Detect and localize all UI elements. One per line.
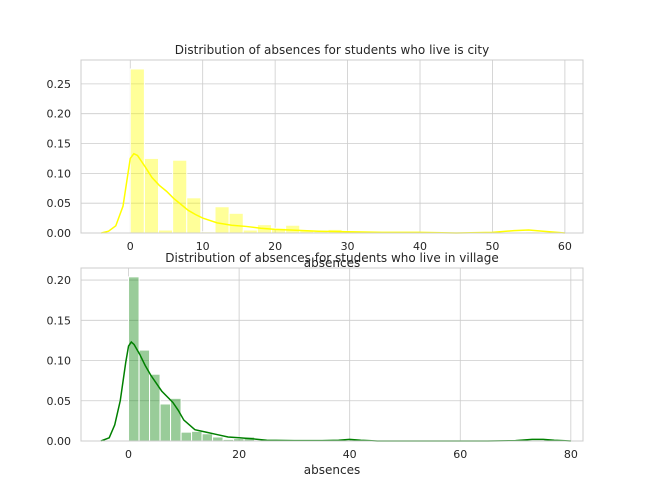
village-histogram-bars [128, 276, 555, 442]
village-plot-frame [80, 267, 584, 442]
village-x-tick-label: 60 [453, 448, 467, 461]
city-x-tick-label: 10 [196, 240, 210, 253]
city-absences-chart: Distribution of absences for students wh… [47, 43, 584, 253]
village-x-tick-label: 0 [125, 448, 132, 461]
village-histogram-bar [191, 430, 203, 442]
village-x-tick-label: 20 [232, 448, 246, 461]
village-tick-labels: 0 20 40 60 80 0.00 0.05 0.10 0.15 0.20 [47, 274, 578, 461]
city-histogram-bar [285, 224, 301, 234]
village-y-tick-label: 0.20 [47, 274, 72, 287]
city-x-tick-label: 0 [127, 240, 134, 253]
city-gridlines [81, 60, 583, 234]
city-y-tick-label: 0.00 [47, 227, 72, 240]
village-x-tick-label: 40 [343, 448, 357, 461]
city-x-tick-label: 40 [413, 240, 427, 253]
village-histogram-bar [212, 436, 224, 442]
city-x-tick-label: 30 [341, 240, 355, 253]
village-y-tick-label: 0.10 [47, 355, 72, 368]
city-y-tick-label: 0.25 [47, 78, 72, 91]
village-y-tick-label: 0.00 [47, 435, 72, 448]
city-y-tick-label: 0.20 [47, 108, 72, 121]
village-histogram-bar [149, 373, 161, 442]
city-x-tick-label: 60 [558, 240, 572, 253]
village-absences-chart: Distribution of absences for students wh… [47, 251, 584, 477]
city-y-tick-label: 0.15 [47, 138, 72, 151]
village-histogram-bar [159, 403, 172, 442]
village-chart-xlabel: absences [304, 463, 360, 477]
city-y-tick-label: 0.05 [47, 197, 72, 210]
village-histogram-bar [128, 276, 140, 442]
city-histogram-bar [172, 159, 188, 234]
city-tick-labels: 0 10 20 30 40 50 60 0.00 0.05 0.10 0.15 0.20 0.25 [47, 78, 572, 253]
city-chart-xlabel: absences [304, 256, 360, 270]
village-x-tick-label: 80 [564, 448, 578, 461]
city-histogram-bar [228, 212, 244, 234]
city-chart-title: Distribution of absences for students wh… [175, 43, 489, 57]
village-histogram-bar [170, 397, 182, 442]
village-chart-title: Distribution of absences for students wh… [165, 251, 498, 265]
village-y-tick-label: 0.15 [47, 314, 72, 327]
city-x-tick-label: 20 [268, 240, 282, 253]
village-y-tick-label: 0.05 [47, 395, 72, 408]
city-y-tick-label: 0.10 [47, 167, 72, 180]
city-histogram-bar [129, 68, 145, 234]
city-histogram-bar [214, 206, 230, 234]
city-plot-frame [80, 59, 584, 234]
village-histogram-bar [180, 431, 193, 442]
city-kde-line [101, 152, 565, 234]
city-x-tick-label: 50 [485, 240, 499, 253]
village-histogram-bar [201, 433, 214, 442]
city-histogram-bars [129, 68, 541, 234]
